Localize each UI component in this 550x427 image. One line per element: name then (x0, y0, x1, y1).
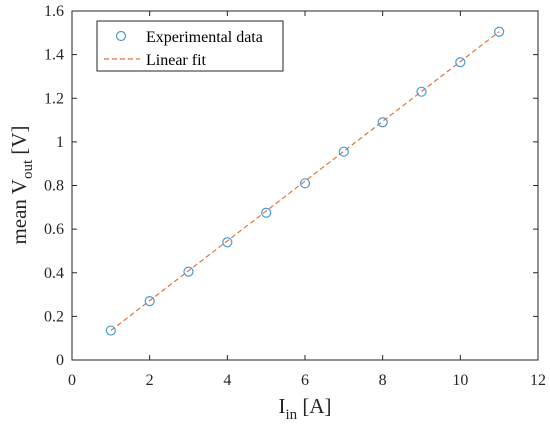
y-tick-label: 0.8 (44, 178, 64, 195)
data-point (299, 178, 311, 189)
y-axis-title: mean Vout [V] (7, 125, 36, 244)
x-tick-label: 2 (146, 372, 154, 389)
x-tick-label: 12 (530, 372, 546, 389)
x-tick-label: 10 (452, 372, 468, 389)
legend-label-fit: Linear fit (146, 52, 207, 69)
y-axis-title-main: mean V (7, 179, 31, 245)
x-tick-label: 0 (68, 372, 76, 389)
data-point (105, 325, 116, 336)
y-tick-label: 0.2 (44, 308, 64, 325)
y-tick-label: 1 (56, 134, 64, 151)
legend-label-experimental: Experimental data (146, 29, 263, 46)
y-tick-label: 1.2 (44, 90, 64, 107)
x-axis-title-main: I (278, 394, 285, 418)
data-point (377, 117, 388, 128)
x-axis: 0 2 4 6 8 10 12 (68, 11, 546, 389)
data-point (183, 266, 194, 277)
x-tick-label: 4 (223, 372, 231, 389)
y-axis-title-sub: out (20, 159, 36, 179)
x-axis-title-unit: [A] (297, 394, 331, 418)
x-tick-label: 8 (379, 372, 387, 389)
legend-box (96, 20, 284, 72)
x-tick-label: 6 (301, 372, 309, 389)
marker-layer (105, 26, 505, 336)
y-tick-label: 0.4 (44, 265, 64, 282)
data-point (261, 207, 272, 218)
data-point (455, 57, 466, 68)
data-point (416, 86, 427, 97)
y-tick-label: 1.6 (44, 3, 64, 20)
y-tick-label: 0 (56, 352, 64, 369)
legend: Experimental data Linear fit (96, 20, 284, 72)
legend-marker-experimental (115, 30, 127, 42)
data-point (222, 237, 233, 248)
y-tick-label: 1.4 (44, 47, 64, 64)
x-axis-title-sub: in (285, 407, 297, 423)
y-tick-label: 0.6 (44, 221, 64, 238)
fit-layer (110, 31, 500, 332)
y-axis: 0 0.2 0.4 0.6 0.8 1 1.2 1.4 1.6 (44, 3, 538, 369)
x-axis-title: Iin [A] (278, 394, 331, 423)
data-point (338, 146, 349, 157)
data-point (494, 26, 505, 37)
linear-fit-line (110, 31, 500, 332)
y-axis-title-unit: [V] (7, 125, 31, 159)
data-point (144, 296, 155, 307)
